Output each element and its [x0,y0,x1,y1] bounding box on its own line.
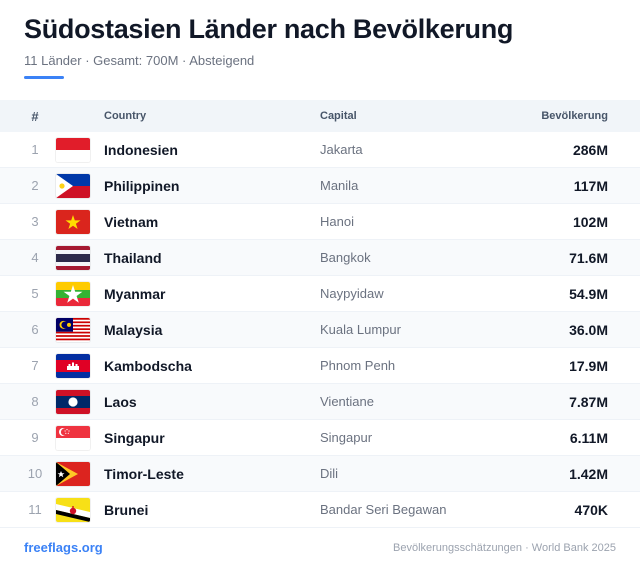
population-cell: 17.9M [569,357,608,374]
rank-cell: 8 [31,394,39,409]
brunei-flag-icon [56,497,90,522]
table-row[interactable]: 7 Kambodscha Phnom Penh 17.9M [0,348,640,384]
population-cell: 7.87M [569,393,608,410]
page-title: Südostasien Länder nach Bevölkerung [24,14,514,44]
table-row[interactable]: 11 Brunei Bandar Seri Begawan 470K [0,492,640,528]
capital-cell: Bangkok [320,250,371,265]
table-row[interactable]: 2 Philippinen Manila 117M [0,168,640,204]
country-cell: Kambodscha [104,357,192,374]
table-row[interactable]: 6 Malaysia Kuala Lumpur 36.0M [0,312,640,348]
table-row[interactable]: 10 Timor-Leste Dili 1.42M [0,456,640,492]
rank-cell: 5 [31,286,39,301]
population-cell: 102M [572,213,608,230]
table-row[interactable]: 8 Laos Vientiane 7.87M [0,384,640,420]
footer-note: Bevölkerungsschätzungen · World Bank 202… [393,541,616,554]
thailand-flag-icon [56,245,90,270]
population-table: # Country Capital Bevölkerung 1 Indonesi… [0,100,640,528]
table-row[interactable]: 5 Myanmar Naypyidaw 54.9M [0,276,640,312]
vietnam-flag-icon [56,209,90,234]
column-header-rank[interactable]: # [31,108,39,124]
cambodia-flag-icon [56,353,90,378]
source-link[interactable]: freeflags.org [24,540,103,555]
singapore-flag-icon [56,425,90,450]
population-cell: 71.6M [569,249,608,266]
timor-leste-flag-icon [56,461,90,486]
table-header: # Country Capital Bevölkerung [0,100,640,132]
column-header-country[interactable]: Country [104,110,147,122]
rank-cell: 2 [31,178,39,193]
title-accent-bar [24,76,64,79]
rank-cell: 11 [28,502,42,517]
country-cell: Indonesien [104,141,178,158]
population-cell: 117M [573,177,608,194]
table-row[interactable]: 4 Thailand Bangkok 71.6M [0,240,640,276]
rank-cell: 6 [31,322,39,337]
malaysia-flag-icon [56,317,90,342]
population-cell: 6.11M [569,429,608,446]
rank-cell: 4 [31,250,39,265]
myanmar-flag-icon [56,281,90,306]
capital-cell: Bandar Seri Begawan [320,502,447,517]
page-footer: freeflags.org Bevölkerungsschätzungen · … [24,540,616,555]
philippines-flag-icon [56,173,90,198]
table-row[interactable]: 1 Indonesien Jakarta 286M [0,132,640,168]
rank-cell: 9 [31,430,39,445]
rank-cell: 10 [27,466,43,481]
capital-cell: Vientiane [320,394,374,409]
country-cell: Vietnam [104,213,159,230]
indonesia-flag-icon [56,137,90,162]
country-cell: Myanmar [104,285,166,302]
capital-cell: Phnom Penh [320,358,396,373]
table-row[interactable]: 3 Vietnam Hanoi 102M [0,204,640,240]
capital-cell: Naypyidaw [320,286,384,301]
population-cell: 286M [572,141,608,158]
country-cell: Laos [104,393,137,410]
capital-cell: Singapur [320,430,373,445]
rank-cell: 1 [31,142,39,157]
capital-cell: Manila [320,178,359,193]
country-cell: Timor-Leste [104,465,184,482]
country-cell: Singapur [104,429,165,446]
country-cell: Malaysia [104,321,163,338]
rank-cell: 7 [31,358,39,373]
page-header: Südostasien Länder nach Bevölkerung 11 L… [24,12,616,79]
table-row[interactable]: 9 Singapur Singapur 6.11M [0,420,640,456]
capital-cell: Kuala Lumpur [320,322,401,337]
page-subtitle: 11 Länder · Gesamt: 700M · Absteigend [24,53,255,68]
capital-cell: Dili [320,466,339,481]
country-cell: Brunei [104,501,149,518]
column-header-capital[interactable]: Capital [320,110,357,122]
capital-cell: Hanoi [320,214,354,229]
country-cell: Thailand [104,249,162,266]
laos-flag-icon [56,389,90,414]
population-cell: 1.42M [569,465,608,482]
country-cell: Philippinen [104,177,180,194]
column-header-population[interactable]: Bevölkerung [541,110,608,122]
population-cell: 470K [574,501,608,518]
population-cell: 54.9M [569,285,608,302]
population-cell: 36.0M [569,321,608,338]
capital-cell: Jakarta [320,142,363,157]
rank-cell: 3 [31,214,39,229]
